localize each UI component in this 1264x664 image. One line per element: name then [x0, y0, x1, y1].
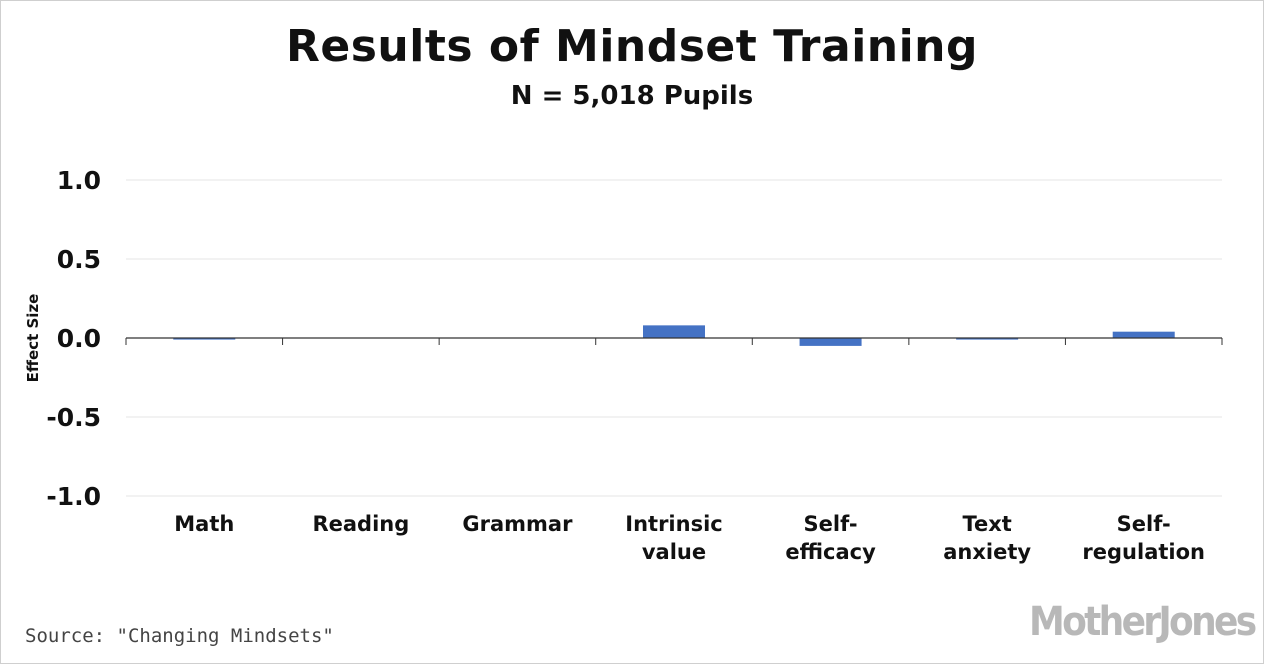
bar	[643, 325, 705, 338]
x-tick-label: Math	[174, 512, 234, 536]
bar	[173, 338, 236, 340]
x-tick-label: regulation	[1082, 540, 1205, 564]
x-tick-label: efficacy	[785, 540, 876, 564]
x-tick-label: value	[642, 540, 706, 564]
x-tick-label: Reading	[312, 512, 409, 536]
chart-title: Results of Mindset Training	[286, 21, 978, 72]
chart-subtitle: N = 5,018 Pupils	[510, 81, 754, 111]
x-tick-label: Grammar	[462, 512, 573, 536]
bar	[1112, 331, 1175, 338]
source-note: Source: "Changing Mindsets"	[25, 625, 334, 647]
y-tick-label: 0.5	[57, 245, 101, 274]
y-tick-label: -1.0	[46, 482, 101, 511]
bar	[956, 338, 1019, 340]
y-tick-label: 1.0	[57, 166, 101, 195]
y-tick-label: 0.0	[57, 324, 101, 353]
mother-jones-logo: MotherJones	[1029, 599, 1257, 645]
x-tick-label: Intrinsic	[625, 512, 722, 536]
x-tick-label: Text	[962, 512, 1011, 536]
bar	[799, 338, 862, 346]
x-tick-label: Self-	[1117, 512, 1171, 536]
x-tick-label: Self-	[804, 512, 858, 536]
x-tick-label: anxiety	[943, 540, 1031, 564]
y-tick-label: -0.5	[46, 403, 101, 432]
